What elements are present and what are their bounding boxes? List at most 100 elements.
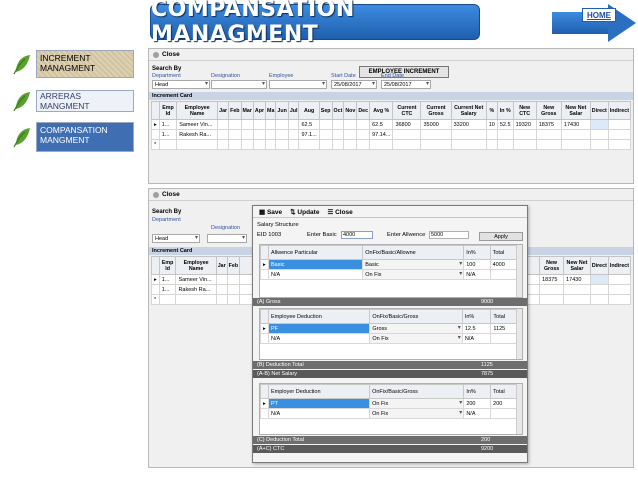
type-select[interactable]: On Fix [369,333,463,344]
column-header[interactable]: Allwence Particular [267,245,364,260]
table-cell[interactable] [535,139,562,150]
column-header[interactable]: Apr [252,101,267,120]
table-cell[interactable] [589,284,609,295]
sidebar-item-increment[interactable]: INCREMENT MANAGMENT [12,50,134,78]
column-header[interactable]: Indirect [607,256,632,275]
column-header[interactable]: Emp Id [158,256,177,275]
type-select[interactable]: Basic [362,259,465,270]
close-button[interactable]: Close [149,49,633,61]
designation-select[interactable] [207,234,247,243]
table-cell[interactable] [343,139,358,150]
column-header[interactable]: Nov [343,101,358,120]
table-cell[interactable] [287,139,300,150]
table-cell[interactable] [512,129,537,140]
table-cell[interactable] [496,129,514,140]
table-cell[interactable]: 17430 [563,274,591,285]
column-header[interactable]: In% [461,309,492,324]
table-cell[interactable] [589,119,609,130]
table-cell[interactable] [158,139,178,150]
table-cell[interactable]: 36800 [392,119,422,130]
department-select[interactable]: Head [152,234,200,243]
table-cell[interactable] [287,119,300,130]
table-cell[interactable]: 18375 [539,274,565,285]
column-header[interactable]: In% [463,245,491,260]
table-cell[interactable] [392,139,422,150]
column-header[interactable]: Jar [217,101,230,120]
table-cell[interactable] [356,129,371,140]
table-cell[interactable] [275,119,289,130]
table-cell[interactable]: 1... [158,274,177,285]
column-header[interactable]: Feb [226,256,241,275]
table-cell[interactable] [228,139,242,150]
table-cell[interactable] [215,274,228,285]
table-cell[interactable] [563,294,591,305]
close-button[interactable]: Close [149,189,633,201]
table-cell[interactable]: 97.1... [298,129,320,140]
table-cell[interactable]: 1... [158,129,178,140]
column-header[interactable]: Oct [331,101,345,120]
table-cell[interactable] [420,139,452,150]
column-header[interactable]: In% [463,384,492,399]
table-cell[interactable] [560,129,591,140]
type-select[interactable]: On Fix [362,269,465,280]
particular-cell[interactable]: N/A [267,269,364,280]
column-header[interactable]: Jar [215,256,228,275]
column-header[interactable]: % [485,101,498,120]
table-cell[interactable] [343,129,358,140]
table-cell[interactable] [607,294,632,305]
table-cell[interactable]: 52.5 [496,119,514,130]
table-cell[interactable] [607,129,632,140]
table-cell[interactable] [512,139,537,150]
column-header[interactable]: New CTC [512,101,537,120]
table-cell[interactable] [226,284,241,295]
particular-cell[interactable]: N/A [267,333,371,344]
table-cell[interactable] [215,284,228,295]
table-cell[interactable] [240,129,254,140]
employee-select[interactable] [269,80,327,89]
table-row[interactable]: ▸BasicBasic1004000 [260,259,522,270]
table-cell[interactable]: 1... [158,284,177,295]
table-cell[interactable] [607,139,632,150]
table-cell[interactable]: Rakesh Ra... [176,129,219,140]
table-cell[interactable] [589,294,609,305]
table-cell[interactable] [607,119,632,130]
column-header[interactable]: Direct [589,101,609,120]
department-select[interactable]: Head [152,80,210,89]
percent-cell[interactable]: N/A [463,269,491,280]
column-header[interactable]: Jul [287,101,300,120]
table-cell[interactable] [318,129,333,140]
table-cell[interactable]: 17430 [560,119,591,130]
type-select[interactable]: Gross [369,323,463,334]
column-header[interactable]: Direct [589,256,609,275]
table-cell[interactable] [369,139,394,150]
scrollbar[interactable] [516,384,522,434]
column-header[interactable]: In % [496,101,514,120]
column-header[interactable]: New Gross [539,256,565,275]
particular-cell[interactable]: PT [267,398,371,409]
table-cell[interactable]: 62.5 [369,119,394,130]
table-cell[interactable] [228,119,242,130]
table-cell[interactable] [287,129,300,140]
table-row[interactable]: N/AOn FixN/A [260,333,522,344]
table-cell[interactable] [356,139,371,150]
table-cell[interactable] [275,139,289,150]
percent-cell[interactable]: 100 [463,259,491,270]
table-cell[interactable] [589,129,609,140]
scrollbar[interactable] [516,309,522,359]
column-header[interactable]: Total [489,245,522,260]
table-cell[interactable]: 19320 [512,119,537,130]
table-cell[interactable] [318,119,333,130]
table-cell[interactable] [176,139,219,150]
column-header[interactable]: Sep [318,101,333,120]
table-cell[interactable] [252,139,267,150]
column-header[interactable]: New Gross [535,101,562,120]
table-row[interactable]: ▸ 1... Sameer Vin... 62.5 62.5 36800 35000 3320… [151,119,632,130]
basic-input[interactable] [341,231,373,239]
table-cell[interactable] [563,284,591,295]
table-row[interactable]: 1... Rakesh Ra... 97.1... 97.14... [151,129,632,140]
column-header[interactable]: Mar [240,101,254,120]
table-cell[interactable]: 1... [158,119,178,130]
table-cell[interactable]: 33200 [450,119,487,130]
column-header[interactable]: Employee Name [175,256,217,275]
particular-cell[interactable]: Basic [267,259,364,270]
